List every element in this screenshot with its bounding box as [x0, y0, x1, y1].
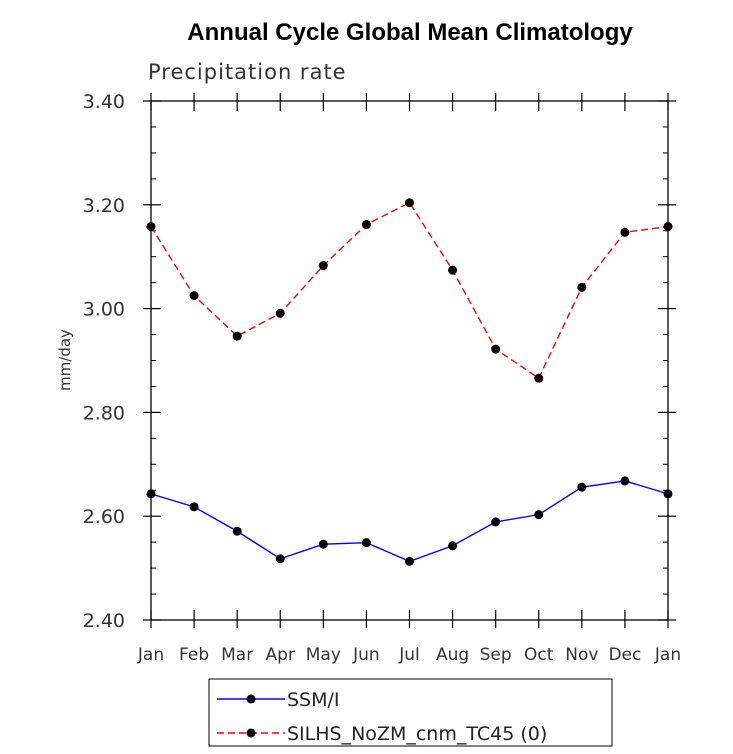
plot-frame [150, 100, 669, 621]
y-tick-label: 2.80 [83, 402, 125, 424]
x-tick-label: Apr [266, 645, 295, 665]
chart-title: Annual Cycle Global Mean Climatology [187, 19, 633, 46]
data-point-series-1 [232, 526, 242, 536]
data-point-series-2 [620, 227, 630, 237]
data-point-series-1 [361, 538, 371, 548]
data-point-series-2 [275, 308, 285, 318]
legend-box [208, 678, 613, 747]
x-tick-label: Dec [608, 645, 641, 665]
x-tick-labels: Jan Feb Mar Apr May Jun Jul Aug Sep Oct Nov Dec Jan [137, 645, 681, 665]
y-tick-labels: 2.40 2.60 2.80 3.00 3.20 3.40 [83, 91, 125, 632]
legend-label-2: SILHS_NoZM_cnm_TC45 (0) [287, 723, 547, 745]
data-point-series-1 [318, 539, 328, 549]
series-group [146, 198, 673, 566]
x-tick-label: Nov [565, 645, 598, 665]
legend: SSM/I SILHS_NoZM_cnm_TC45 (0) [208, 678, 613, 747]
x-tick-label: Jul [398, 645, 420, 665]
data-point-series-2 [318, 261, 328, 271]
series-line-2 [150, 201, 669, 380]
legend-marker-2 [246, 728, 256, 738]
data-point-series-2 [405, 198, 414, 208]
data-point-series-2 [534, 373, 544, 383]
data-point-series-2 [448, 265, 458, 275]
x-tick-label: Sep [480, 645, 512, 665]
data-point-series-1 [577, 482, 587, 492]
legend-marker-1 [246, 694, 256, 704]
x-tick-label: May [306, 645, 341, 665]
y-axis-label: mm/day [56, 329, 74, 391]
y-tick-label: 3.20 [83, 195, 125, 217]
data-point-series-2 [491, 344, 501, 354]
y-tick-label: 3.00 [83, 299, 125, 321]
data-point-series-1 [620, 476, 630, 486]
y-tick-label: 2.60 [83, 506, 125, 528]
data-point-series-1 [405, 556, 414, 566]
x-tick-label: Jan [137, 645, 164, 665]
data-point-series-1 [491, 517, 501, 527]
data-point-series-1 [448, 541, 458, 551]
y-tick-label: 2.40 [83, 610, 125, 632]
series-line-1 [150, 480, 669, 563]
legend-label-1: SSM/I [287, 689, 340, 711]
data-point-series-2 [232, 331, 242, 341]
data-point-series-2 [361, 220, 371, 230]
data-point-series-1 [189, 502, 199, 512]
x-tick-label: Jun [352, 645, 380, 665]
chart-subtitle: Precipitation rate [148, 60, 347, 84]
axis-ticks [143, 93, 676, 628]
x-tick-label: Mar [221, 645, 253, 665]
data-point-series-1 [663, 489, 673, 499]
x-tick-label: Jan [654, 645, 681, 665]
data-point-series-2 [577, 282, 587, 292]
data-point-series-2 [146, 222, 156, 232]
data-point-series-2 [663, 222, 673, 232]
data-point-series-2 [189, 291, 199, 301]
data-point-series-1 [534, 510, 544, 520]
x-tick-label: Aug [436, 645, 469, 665]
y-tick-label: 3.40 [83, 91, 125, 113]
data-point-series-1 [275, 554, 285, 564]
x-tick-label: Oct [524, 645, 554, 665]
x-tick-label: Feb [179, 645, 209, 665]
data-point-series-1 [146, 489, 156, 499]
